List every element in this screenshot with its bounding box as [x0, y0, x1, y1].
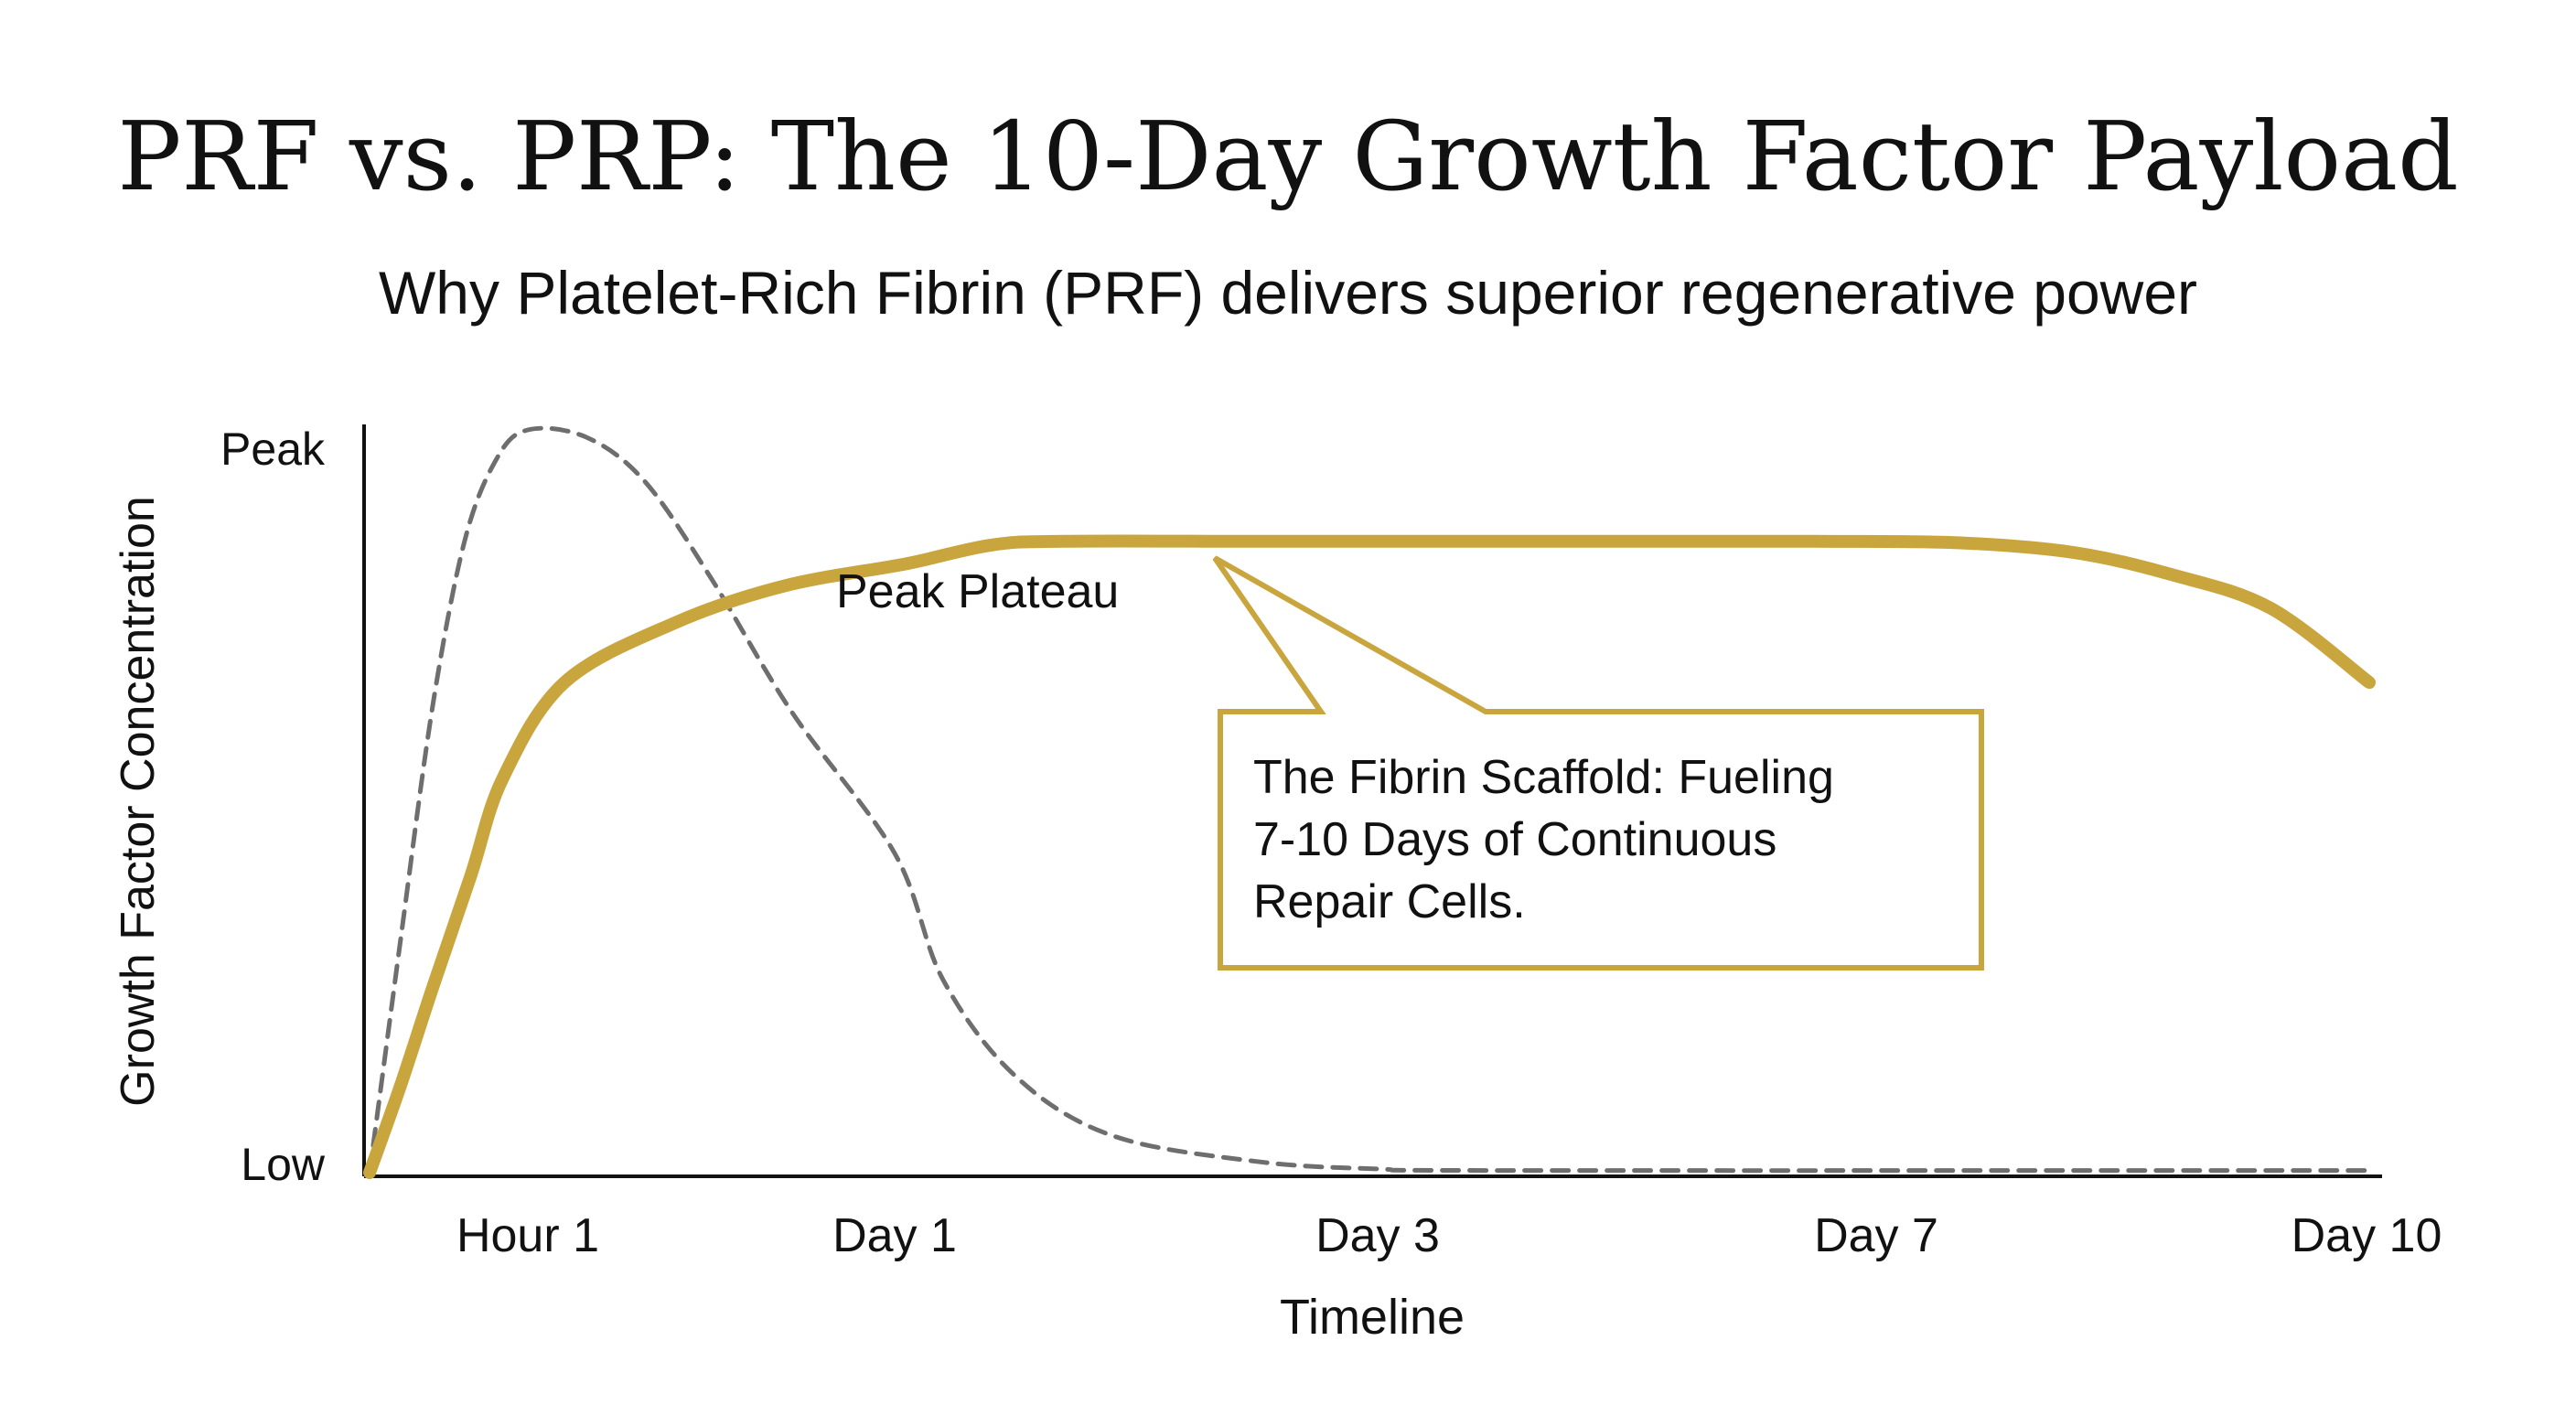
y-tick-label-peak: Peak [220, 424, 326, 475]
y-axis-label: Growth Factor Concentration [112, 496, 165, 1107]
peak-plateau-label: Peak Plateau [836, 565, 1119, 618]
series-line-solid [363, 534, 2376, 1179]
callout-line-2: 7-10 Days of Continuous [1253, 813, 1777, 866]
callout-box [1212, 555, 1984, 971]
x-tick-label-day-7: Day 7 [1814, 1209, 1938, 1262]
x-tick-label-day-3: Day 3 [1315, 1209, 1440, 1262]
y-tick-label-low: Low [241, 1139, 326, 1190]
x-tick-label-hour-1: Hour 1 [456, 1209, 599, 1262]
series-line-dashed [367, 425, 2372, 1175]
x-axis-label: Timeline [1280, 1290, 1465, 1345]
x-tick-label-day-1: Day 1 [832, 1209, 957, 1262]
callout-line-1: The Fibrin Scaffold: Fueling [1253, 751, 1834, 804]
chart-title: PRF vs. PRP: The 10-Day Growth Factor Pa… [117, 101, 2459, 212]
callout-line-3: Repair Cells. [1253, 875, 1526, 928]
callout-text: The Fibrin Scaffold: Fueling 7-10 Days o… [1220, 712, 1981, 968]
chart-subtitle: Why Platelet-Rich Fibrin (PRF) delivers … [378, 259, 2198, 327]
x-tick-label-day-10: Day 10 [2292, 1209, 2442, 1262]
